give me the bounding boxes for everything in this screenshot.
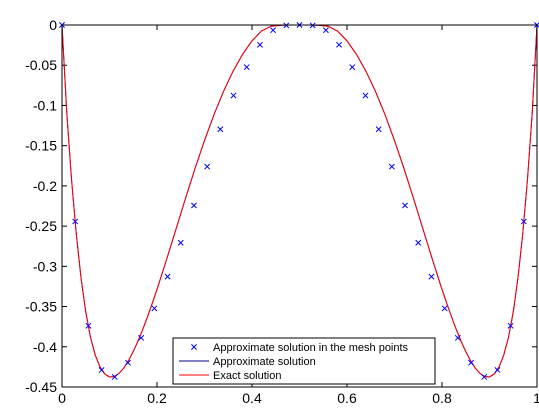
mesh-point-marker (138, 334, 145, 341)
y-tick-labels: 0 -0.05 -0.1 -0.15 -0.2 -0.25 -0.3 -0.35 -0.4 -0.… (25, 17, 57, 395)
legend-label: Exact solution (213, 370, 281, 382)
mesh-point-marker (177, 239, 184, 246)
y-tick-label: -0.3 (33, 258, 57, 274)
mesh-point-marker (125, 359, 131, 366)
mesh-point-marker (375, 126, 382, 133)
mesh-point-marker (494, 366, 501, 373)
y-tick-label: -0.2 (33, 178, 57, 194)
mesh-point-marker (270, 27, 277, 34)
mesh-point-marker (349, 64, 356, 71)
mesh-point-marker (322, 27, 329, 34)
mesh-point-marker (98, 366, 105, 373)
mesh-point-marker (454, 334, 461, 341)
y-tick-label: -0.1 (33, 97, 57, 113)
mesh-point-marker (388, 163, 395, 170)
legend-label: Approximate solution in the mesh points (213, 342, 409, 354)
y-tick-label: -0.45 (25, 379, 57, 395)
mesh-point-marker (191, 202, 197, 209)
y-tick-label: -0.25 (25, 218, 57, 234)
mesh-point-marker (111, 373, 118, 380)
mesh-point-marker (507, 322, 514, 329)
x-tick-label: 0 (58, 390, 66, 406)
legend-label: Approximate solution (213, 356, 316, 368)
legend-entry: Approximate solution (179, 356, 316, 368)
legend-swatch (191, 344, 197, 350)
y-tick-label: -0.05 (25, 57, 57, 73)
x-tick-label: 0.2 (147, 390, 167, 406)
legend-box (172, 337, 436, 385)
x-tick-labels: 0 0.2 0.4 0.6 0.8 1 (58, 390, 539, 406)
legend: Approximate solution in the mesh points A… (172, 337, 436, 385)
x-tick-label: 1 (533, 390, 539, 406)
x-tick-label: 0.8 (432, 390, 452, 406)
y-tick-label: 0 (49, 17, 57, 33)
mesh-point-marker (256, 41, 263, 48)
mesh-point-marker (151, 305, 158, 312)
mesh-point-marker (428, 273, 435, 280)
mesh-point-marker (402, 202, 408, 209)
x-tick-label: 0.4 (242, 390, 262, 406)
mesh-point-marker (415, 239, 422, 246)
mesh-point-marker (204, 163, 211, 170)
mesh-point-marker (362, 92, 369, 99)
legend-entry: Exact solution (179, 370, 281, 382)
y-tick-label: -0.35 (25, 299, 57, 315)
y-tick-label: -0.4 (33, 339, 57, 355)
mesh-point-marker (230, 92, 237, 99)
y-tick-label: -0.15 (25, 138, 57, 154)
mesh-point-marker (72, 218, 79, 225)
legend-entry: Approximate solution in the mesh points (191, 342, 409, 354)
mesh-point-marker (164, 273, 171, 280)
mesh-point-marker (481, 373, 488, 380)
plot-area (62, 25, 537, 387)
mesh-point-marker (217, 126, 224, 133)
mesh-point-marker (243, 64, 250, 71)
mesh-point-marker (520, 218, 527, 225)
plot-frame (61, 24, 538, 388)
mesh-point-marker (468, 359, 474, 366)
mesh-point-marker (336, 41, 343, 48)
mesh-point-marker (85, 322, 92, 329)
mesh-point-marker (441, 305, 448, 312)
x-tick-label: 0.6 (337, 390, 357, 406)
